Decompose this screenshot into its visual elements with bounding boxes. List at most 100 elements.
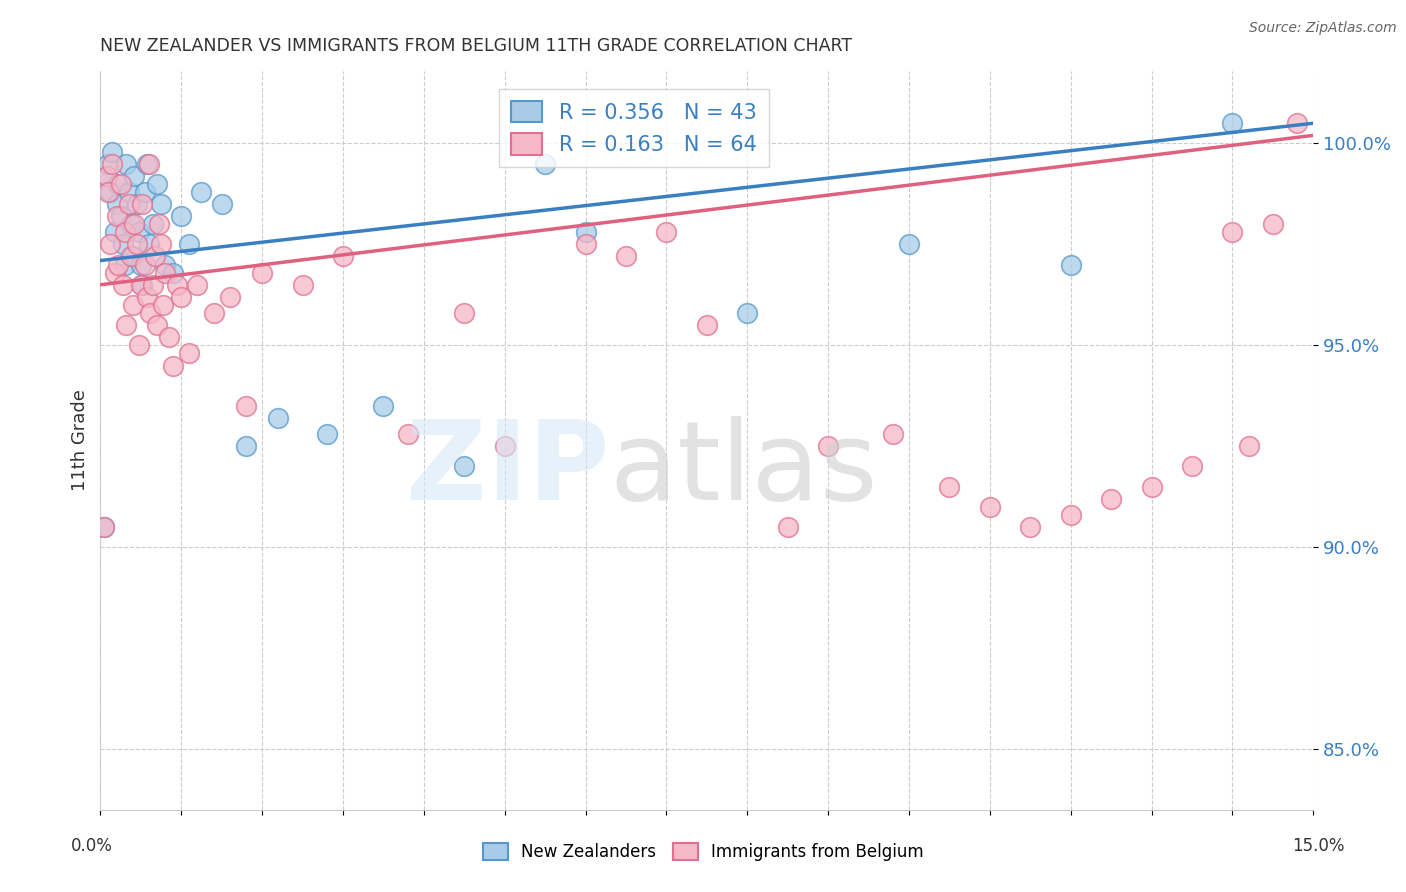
Point <box>93 520 115 534</box>
Point <box>735 306 758 320</box>
Point <box>1181 459 1204 474</box>
Point <box>202 306 225 320</box>
Text: 15.0%: 15.0% <box>1292 837 1346 855</box>
Point <box>96 169 118 183</box>
Point <box>152 298 174 312</box>
Legend: R = 0.356   N = 43, R = 0.163   N = 64: R = 0.356 N = 43, R = 0.163 N = 64 <box>499 88 769 168</box>
Point <box>121 298 143 312</box>
Text: 0.0%: 0.0% <box>70 837 112 855</box>
Point <box>235 399 257 413</box>
Point <box>453 459 475 474</box>
Point <box>136 156 159 170</box>
Point <box>97 185 120 199</box>
Text: atlas: atlas <box>610 417 879 524</box>
Point <box>157 330 180 344</box>
Point <box>235 439 257 453</box>
Point <box>655 225 678 239</box>
Point <box>170 290 193 304</box>
Point <box>115 318 138 333</box>
Point <box>134 258 156 272</box>
Point <box>1140 480 1163 494</box>
Point <box>170 209 193 223</box>
Point <box>1237 439 1260 453</box>
Point <box>938 480 960 494</box>
Point <box>332 250 354 264</box>
Point <box>166 277 188 292</box>
Point <box>131 277 153 292</box>
Point <box>118 197 141 211</box>
Point <box>98 185 121 199</box>
Point <box>190 185 212 199</box>
Point <box>817 439 839 453</box>
Point <box>104 266 127 280</box>
Point <box>105 209 128 223</box>
Point <box>776 520 799 534</box>
Point <box>494 439 516 453</box>
Point <box>104 225 127 239</box>
Point <box>101 145 124 159</box>
Point <box>148 217 170 231</box>
Point <box>114 225 136 239</box>
Point <box>96 169 118 183</box>
Point <box>125 237 148 252</box>
Point <box>128 225 150 239</box>
Point <box>1222 116 1244 130</box>
Point <box>146 318 169 333</box>
Point <box>897 237 920 252</box>
Point <box>111 277 134 292</box>
Text: NEW ZEALANDER VS IMMIGRANTS FROM BELGIUM 11TH GRADE CORRELATION CHART: NEW ZEALANDER VS IMMIGRANTS FROM BELGIUM… <box>100 37 852 55</box>
Point <box>1060 508 1083 522</box>
Point <box>1286 116 1309 130</box>
Point <box>129 258 152 272</box>
Point <box>150 197 173 211</box>
Point <box>111 237 134 252</box>
Y-axis label: 11th Grade: 11th Grade <box>72 389 89 491</box>
Point <box>614 250 637 264</box>
Point <box>138 237 160 252</box>
Point <box>115 156 138 170</box>
Point <box>105 197 128 211</box>
Point <box>142 277 165 292</box>
Point <box>179 346 201 360</box>
Point <box>453 306 475 320</box>
Point <box>162 359 184 373</box>
Point <box>120 217 142 231</box>
Point <box>1261 217 1284 231</box>
Point <box>128 338 150 352</box>
Point <box>1099 491 1122 506</box>
Point <box>882 427 904 442</box>
Point <box>114 258 136 272</box>
Point <box>396 427 419 442</box>
Point <box>534 156 557 170</box>
Point <box>979 500 1001 514</box>
Point <box>107 258 129 272</box>
Point <box>97 156 120 170</box>
Point <box>186 277 208 292</box>
Point <box>211 197 233 211</box>
Text: ZIP: ZIP <box>406 417 610 524</box>
Point <box>110 177 132 191</box>
Text: Source: ZipAtlas.com: Source: ZipAtlas.com <box>1249 21 1396 36</box>
Point <box>373 399 395 413</box>
Point <box>250 266 273 280</box>
Point <box>93 520 115 534</box>
Point <box>574 225 596 239</box>
Point <box>574 237 596 252</box>
Point <box>134 185 156 199</box>
Point <box>124 169 146 183</box>
Point <box>139 306 162 320</box>
Point <box>143 250 166 264</box>
Point <box>1019 520 1042 534</box>
Point <box>118 185 141 199</box>
Point <box>138 156 160 170</box>
Point <box>291 277 314 292</box>
Point <box>150 237 173 252</box>
Point <box>124 217 146 231</box>
Point <box>153 266 176 280</box>
Point <box>110 209 132 223</box>
Point <box>1222 225 1244 239</box>
Point <box>267 411 290 425</box>
Point <box>121 250 143 264</box>
Point <box>1060 258 1083 272</box>
Point <box>142 217 165 231</box>
